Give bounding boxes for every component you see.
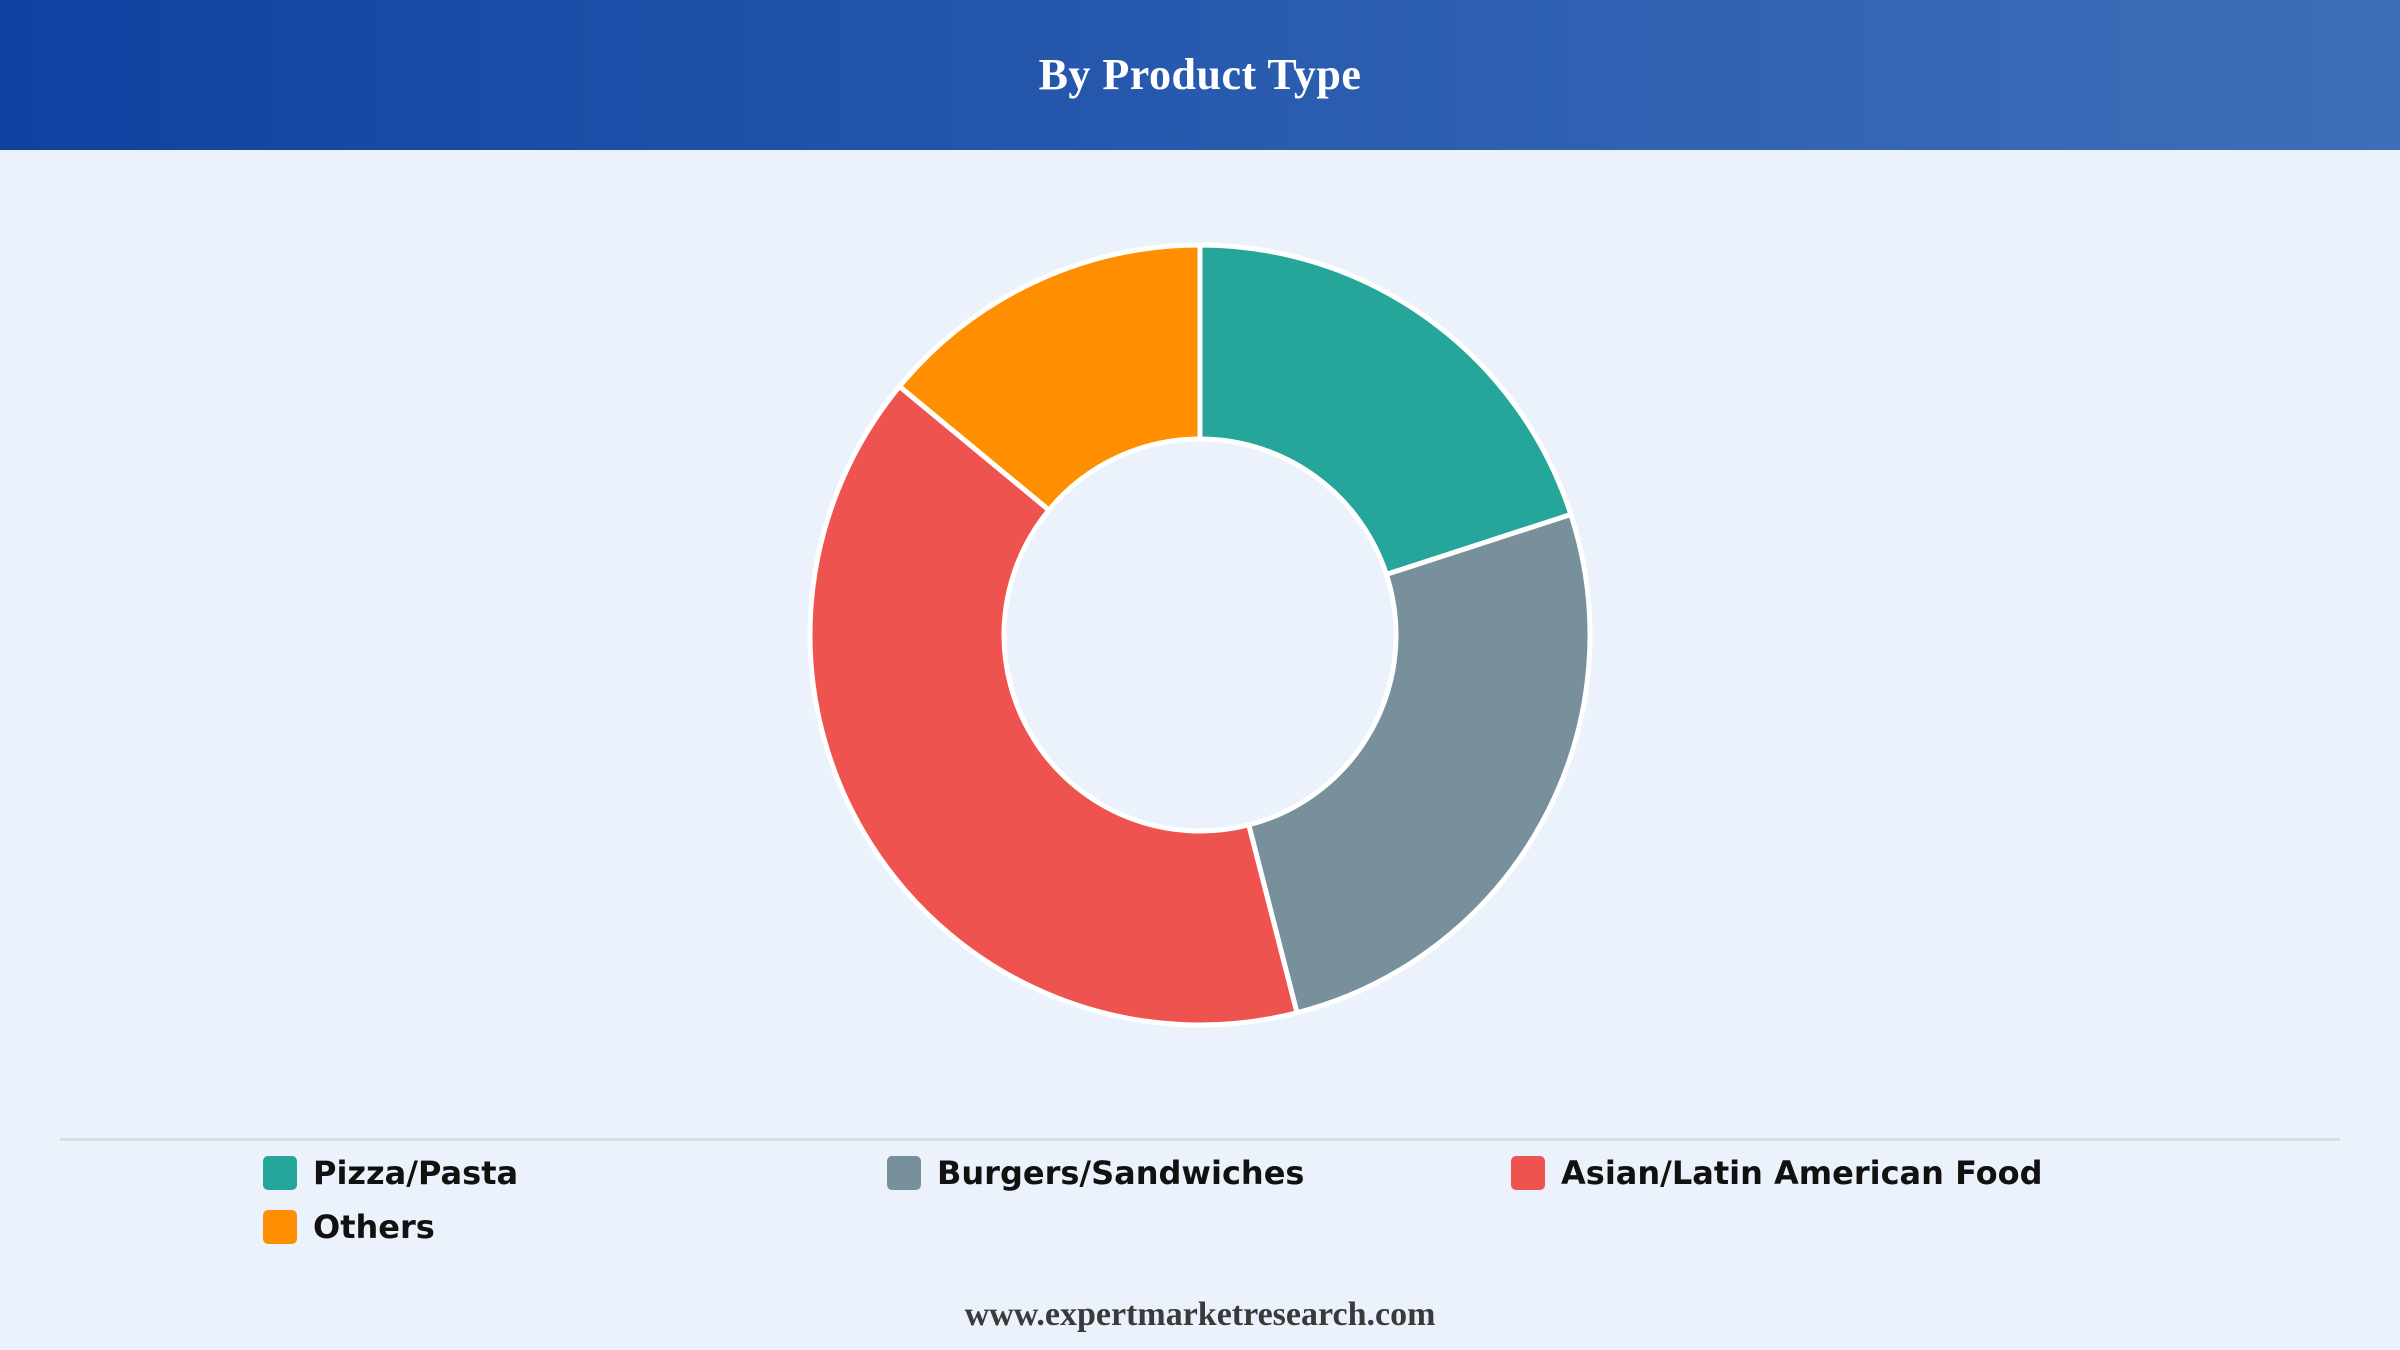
legend-item-pizza-pasta: Pizza/Pasta [263,1154,887,1192]
legend-item-asian-latin-american-food: Asian/Latin American Food [1511,1154,2163,1192]
header-banner: By Product Type [0,0,2400,150]
legend-label: Others [313,1208,435,1246]
chart-title: By Product Type [1038,49,1362,99]
donut-chart [807,242,1593,1028]
donut-slice-pizza-pasta [1197,242,1574,577]
donut-slice-burgers-sandwiches [1246,511,1593,1016]
chart-legend: Pizza/Pasta Burgers/Sandwiches Asian/Latin… [263,1154,2163,1246]
legend-swatch [263,1156,297,1190]
legend-swatch [263,1210,297,1244]
legend-item-burgers-sandwiches: Burgers/Sandwiches [887,1154,1511,1192]
legend-swatch [887,1156,921,1190]
source-website: www.expertmarketresearch.com [964,1296,1436,1333]
legend-label: Asian/Latin American Food [1561,1154,2043,1192]
donut-slice-others [897,242,1203,513]
legend-label: Pizza/Pasta [313,1154,519,1192]
legend-divider [60,1138,2340,1141]
legend-swatch [1511,1156,1545,1190]
donut-slice-asian-latin-american-food [807,383,1300,1028]
legend-label: Burgers/Sandwiches [937,1154,1305,1192]
legend-item-others: Others [263,1208,887,1246]
chart-area [0,150,2400,1135]
